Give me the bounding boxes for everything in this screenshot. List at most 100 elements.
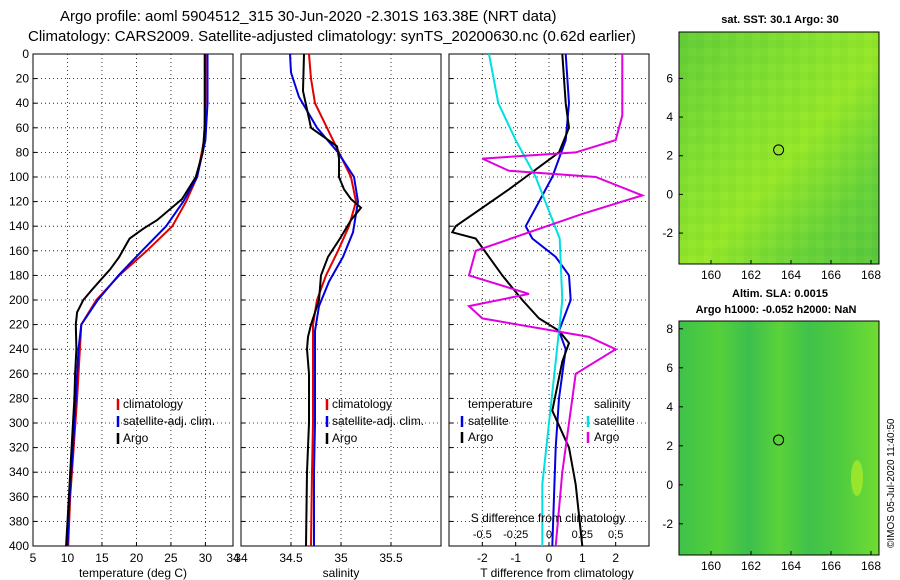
salinity-panel: 34 34.5 35 35.5 salinity climatology satellite… bbox=[234, 53, 442, 580]
diff-legend-left-label: satellite bbox=[468, 414, 509, 428]
difference-series-s-satellite bbox=[488, 53, 564, 546]
sst-map-title: sat. SST: 30.1 Argo: 30 bbox=[721, 14, 839, 26]
sla-map-title-2: Argo h1000: -0.052 h2000: NaN bbox=[696, 304, 857, 316]
diff-top-tick-label: -0.25 bbox=[503, 529, 528, 541]
map-ytick-label: 2 bbox=[666, 149, 673, 163]
diff-top-tick-label: 0 bbox=[546, 529, 552, 541]
map-ytick-label: 4 bbox=[666, 400, 673, 414]
title-line-1: Argo profile: aoml 5904512_315 30-Jun-20… bbox=[60, 8, 556, 25]
depth-tick-label: 400 bbox=[9, 539, 29, 553]
sst-map-ticks: 160 162 164 166 168 6 4 2 0 -2 bbox=[662, 71, 881, 282]
depth-tick-label: 240 bbox=[9, 342, 29, 356]
temperature-panel: 0 20 40 60 80 100 120 140 160 180 200 220 240 260 280 3… bbox=[9, 47, 240, 580]
sla-argo-location-marker bbox=[773, 434, 785, 446]
temperature-xlabel: temperature (deg C) bbox=[79, 566, 187, 580]
title-line-2: Climatology: CARS2009. Satellite-adjuste… bbox=[28, 28, 636, 45]
temperature-xtick-label: 15 bbox=[95, 551, 109, 565]
map-xtick-label: 162 bbox=[741, 268, 761, 282]
map-ytick-label: 0 bbox=[666, 187, 673, 201]
difference-xtick-label: -2 bbox=[477, 551, 488, 565]
sla-map-frame bbox=[678, 320, 880, 556]
salinity-xtick-label: 35.5 bbox=[379, 551, 403, 565]
salinity-xtick-label: 34 bbox=[234, 551, 248, 565]
depth-tick-label: 320 bbox=[9, 441, 29, 455]
map-xtick-label: 168 bbox=[861, 268, 881, 282]
diff-legend-sal-header: salinity bbox=[594, 397, 631, 411]
diff-top-tick-label: 0.5 bbox=[608, 529, 623, 541]
depth-tick-label: 140 bbox=[9, 219, 29, 233]
depth-tick-label: 360 bbox=[9, 490, 29, 504]
salinity-xtick-label: 34.5 bbox=[279, 551, 303, 565]
depth-tick-label: 340 bbox=[9, 465, 29, 479]
depth-tick-label: 60 bbox=[16, 121, 30, 135]
temperature-legend-label: Argo bbox=[123, 431, 149, 445]
depth-tick-label: 300 bbox=[9, 416, 29, 430]
salinity-legend-label: Argo bbox=[332, 431, 358, 445]
depth-tick-label: 380 bbox=[9, 514, 29, 528]
profile-panels: 0204060801001201401601802002202402602803… bbox=[9, 47, 650, 580]
depth-tick-label: 180 bbox=[9, 268, 29, 282]
sla-map: Altim. SLA: 0.0015 Argo h1000: -0.052 h2… bbox=[662, 288, 881, 573]
diff-legend-right-label: Argo bbox=[594, 430, 620, 444]
temperature-legend-label: climatology bbox=[123, 397, 183, 411]
map-xtick-label: 160 bbox=[701, 268, 721, 282]
diff-legend-right-label: satellite bbox=[594, 414, 635, 428]
map-xtick-label: 160 bbox=[701, 559, 721, 573]
timestamp: ©IMOS 05-Jul-2020 11:40:50 bbox=[886, 418, 897, 548]
difference-xtick-label: 2 bbox=[612, 551, 619, 565]
sst-map-texture bbox=[679, 32, 879, 264]
temperature-xtick-label: 10 bbox=[61, 551, 75, 565]
map-ytick-label: 0 bbox=[666, 478, 673, 492]
sst-argo-location-marker bbox=[773, 144, 785, 156]
difference-xtick-label: -1 bbox=[510, 551, 521, 565]
sst-map: sat. SST: 30.1 Argo: 30 160 162 164 166 168 6… bbox=[662, 14, 881, 282]
map-ytick-label: 2 bbox=[666, 439, 673, 453]
depth-tick-label: 260 bbox=[9, 367, 29, 381]
sla-map-anomaly bbox=[851, 460, 863, 496]
diff-legend-left-label: Argo bbox=[468, 430, 494, 444]
difference-xtick-label: 0 bbox=[546, 551, 553, 565]
difference-series-s-argo bbox=[466, 54, 646, 547]
difference-xtick-label: 1 bbox=[579, 551, 586, 565]
depth-tick-label: 160 bbox=[9, 244, 29, 258]
depth-tick-label: 220 bbox=[9, 318, 29, 332]
salinity-xtick-label: 35 bbox=[334, 551, 348, 565]
difference-panel: -2 -1 0 1 2T difference from climatology temp… bbox=[448, 53, 650, 580]
map-ytick-label: 4 bbox=[666, 110, 673, 124]
temperature-xtick-label: 20 bbox=[130, 551, 144, 565]
depth-tick-label: 20 bbox=[16, 72, 30, 86]
sla-map-field bbox=[679, 321, 879, 555]
map-xtick-label: 166 bbox=[821, 268, 841, 282]
salinity-series-climatology bbox=[308, 53, 358, 547]
map-ytick-label: 6 bbox=[666, 361, 673, 375]
map-xtick-label: 164 bbox=[781, 268, 801, 282]
sst-map-frame bbox=[678, 31, 880, 265]
map-xtick-label: 166 bbox=[821, 559, 841, 573]
temperature-series-argo bbox=[65, 54, 206, 547]
map-xtick-label: 162 bbox=[741, 559, 761, 573]
diff-top-label: S difference from climatology bbox=[471, 511, 626, 525]
sla-map-title-1: Altim. SLA: 0.0015 bbox=[732, 288, 828, 300]
depth-tick-label: 100 bbox=[9, 170, 29, 184]
depth-tick-label: 120 bbox=[9, 195, 29, 209]
salinity-series-argo bbox=[301, 53, 363, 547]
diff-legend-temp-header: temperature bbox=[468, 397, 533, 411]
map-ytick-label: 6 bbox=[666, 71, 673, 85]
depth-tick-label: 200 bbox=[9, 293, 29, 307]
map-ytick-label: -2 bbox=[662, 517, 673, 531]
difference-xlabel: T difference from climatology bbox=[480, 566, 634, 580]
map-xtick-label: 168 bbox=[861, 559, 881, 573]
salinity-legend-label: climatology bbox=[332, 397, 392, 411]
depth-tick-label: 40 bbox=[16, 96, 30, 110]
depth-tick-label: 280 bbox=[9, 391, 29, 405]
salinity-xlabel: salinity bbox=[323, 566, 360, 580]
temperature-xtick-label: 5 bbox=[30, 551, 37, 565]
diff-top-tick-label: 0.25 bbox=[572, 529, 593, 541]
temperature-legend-label: satellite-adj. clim. bbox=[123, 414, 215, 428]
salinity-legend-label: satellite-adj. clim. bbox=[332, 414, 424, 428]
depth-tick-label: 0 bbox=[22, 47, 29, 61]
temperature-xtick-label: 25 bbox=[164, 551, 178, 565]
temperature-xtick-label: 34 bbox=[226, 551, 240, 565]
